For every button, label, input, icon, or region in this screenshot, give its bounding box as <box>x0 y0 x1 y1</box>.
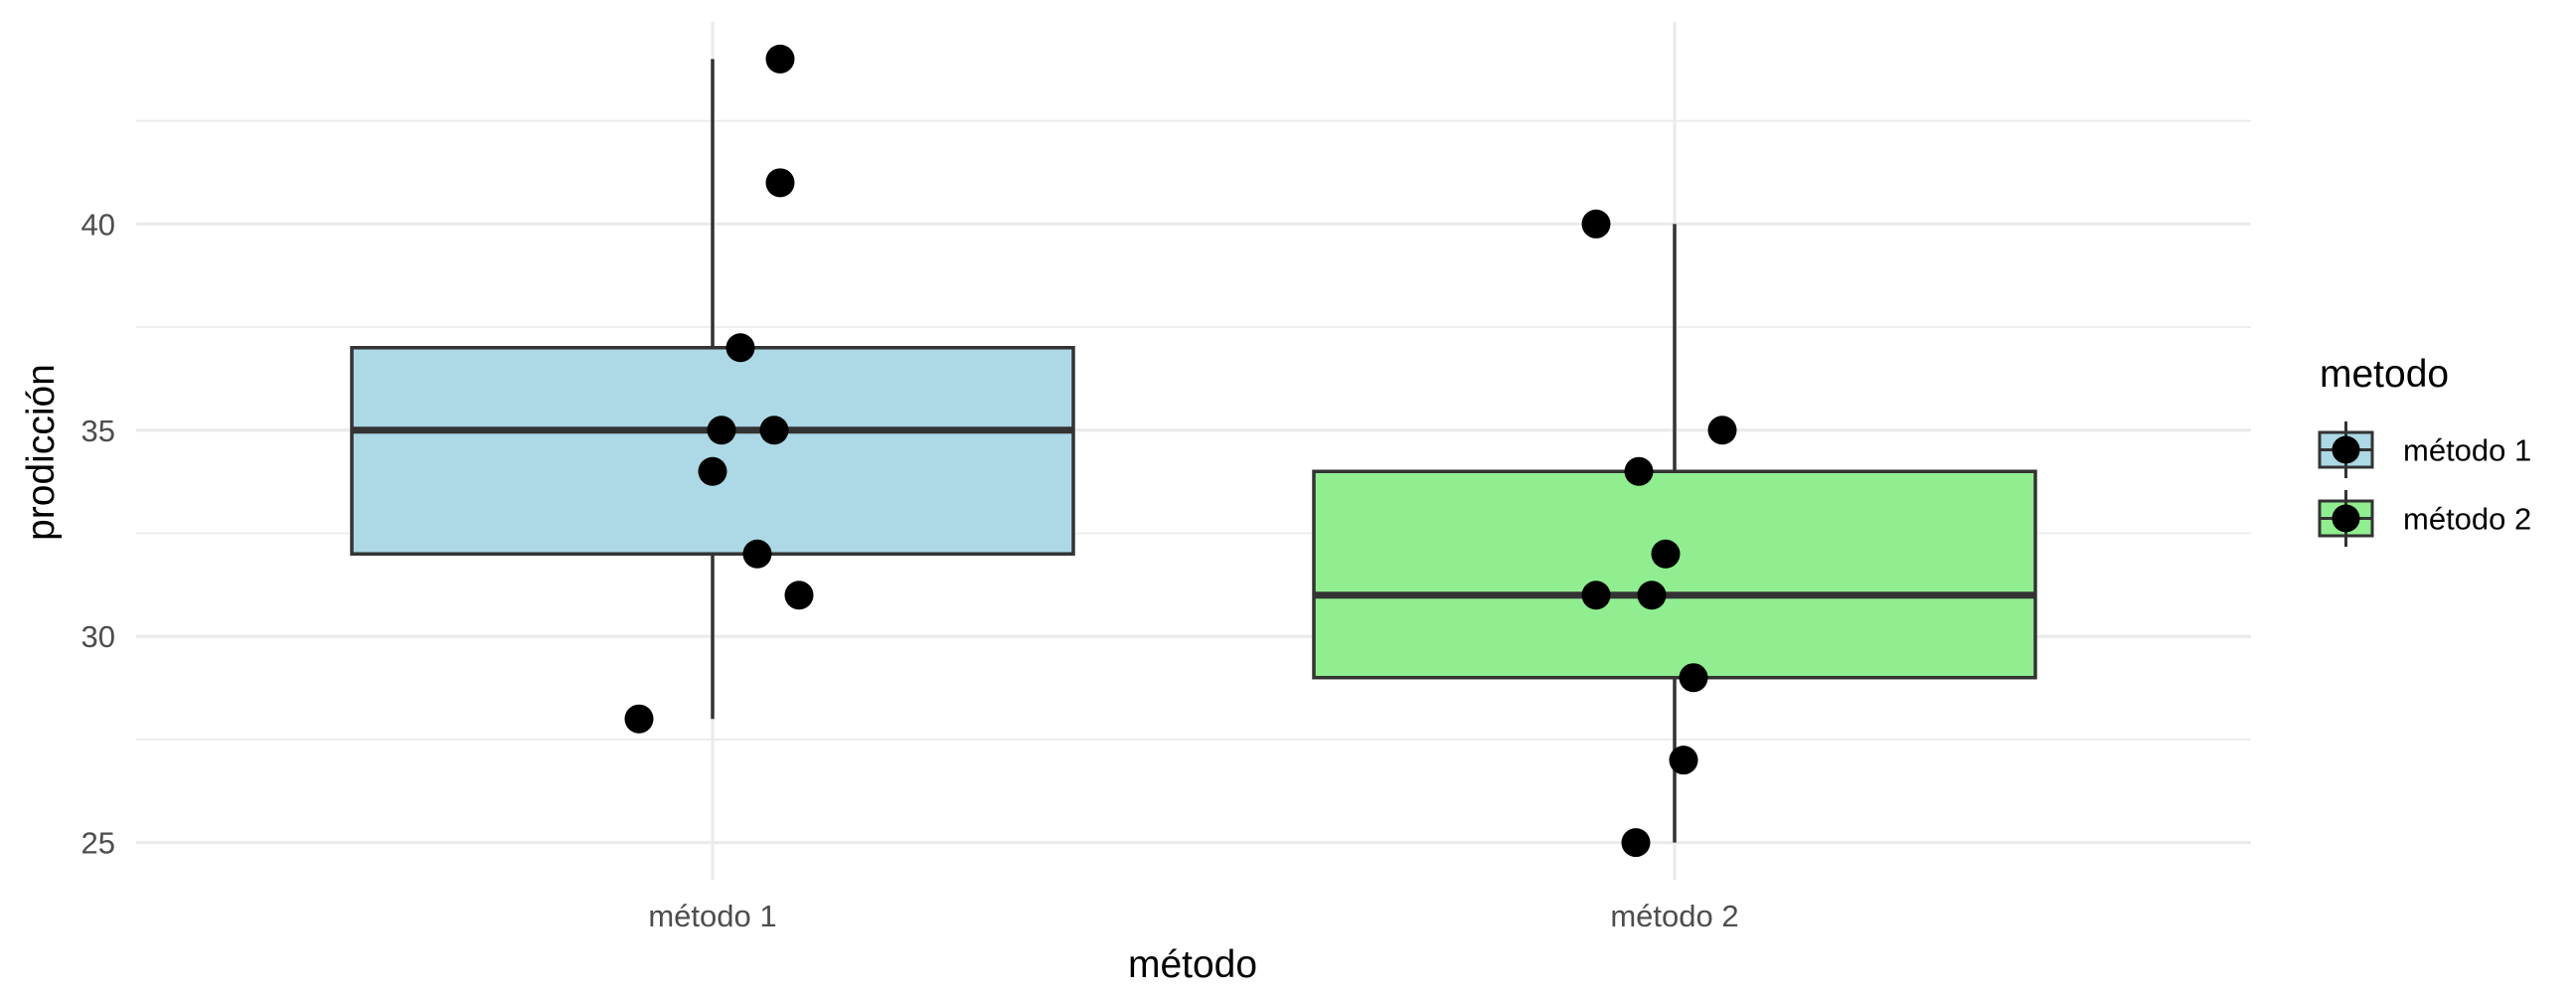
data-point <box>624 704 654 734</box>
data-point <box>1581 209 1611 239</box>
data-point <box>1651 539 1681 569</box>
y-tick-label: 40 <box>81 207 115 242</box>
data-point <box>698 456 727 486</box>
data-points <box>624 44 1737 858</box>
x-tick-label: método 2 <box>1610 899 1738 933</box>
data-point <box>759 416 789 445</box>
data-point <box>1581 581 1611 610</box>
data-point <box>765 168 795 198</box>
legend-label: método 1 <box>2403 433 2531 468</box>
data-point <box>1637 581 1667 610</box>
x-tick-labels: método 1 método 2 <box>648 899 1738 933</box>
y-tick-label: 30 <box>81 619 115 654</box>
legend-label: método 2 <box>2403 502 2531 537</box>
box-iqr <box>350 346 1075 556</box>
x-tick-label: método 1 <box>648 899 776 933</box>
legend: metodo método 1 método 2 <box>2318 353 2531 547</box>
boxes <box>350 59 2037 843</box>
y-tick-labels: 25 30 35 40 <box>81 207 115 860</box>
data-point <box>1707 416 1737 445</box>
legend-key-point <box>2332 504 2360 533</box>
x-axis-title: método <box>1128 943 1257 986</box>
box-iqr <box>1312 469 2037 680</box>
data-point <box>1669 746 1698 775</box>
y-tick-label: 25 <box>81 826 115 861</box>
legend-key-point <box>2332 435 2360 464</box>
data-point <box>1624 456 1654 486</box>
data-point <box>742 539 772 569</box>
data-point <box>1621 828 1651 858</box>
data-point <box>1679 663 1708 693</box>
data-point <box>725 333 755 363</box>
data-point <box>784 581 814 610</box>
y-axis-title: prodicción <box>20 364 63 541</box>
data-point <box>707 416 736 445</box>
legend-title: metodo <box>2320 353 2449 396</box>
data-point <box>765 44 795 74</box>
y-tick-label: 35 <box>81 414 115 448</box>
